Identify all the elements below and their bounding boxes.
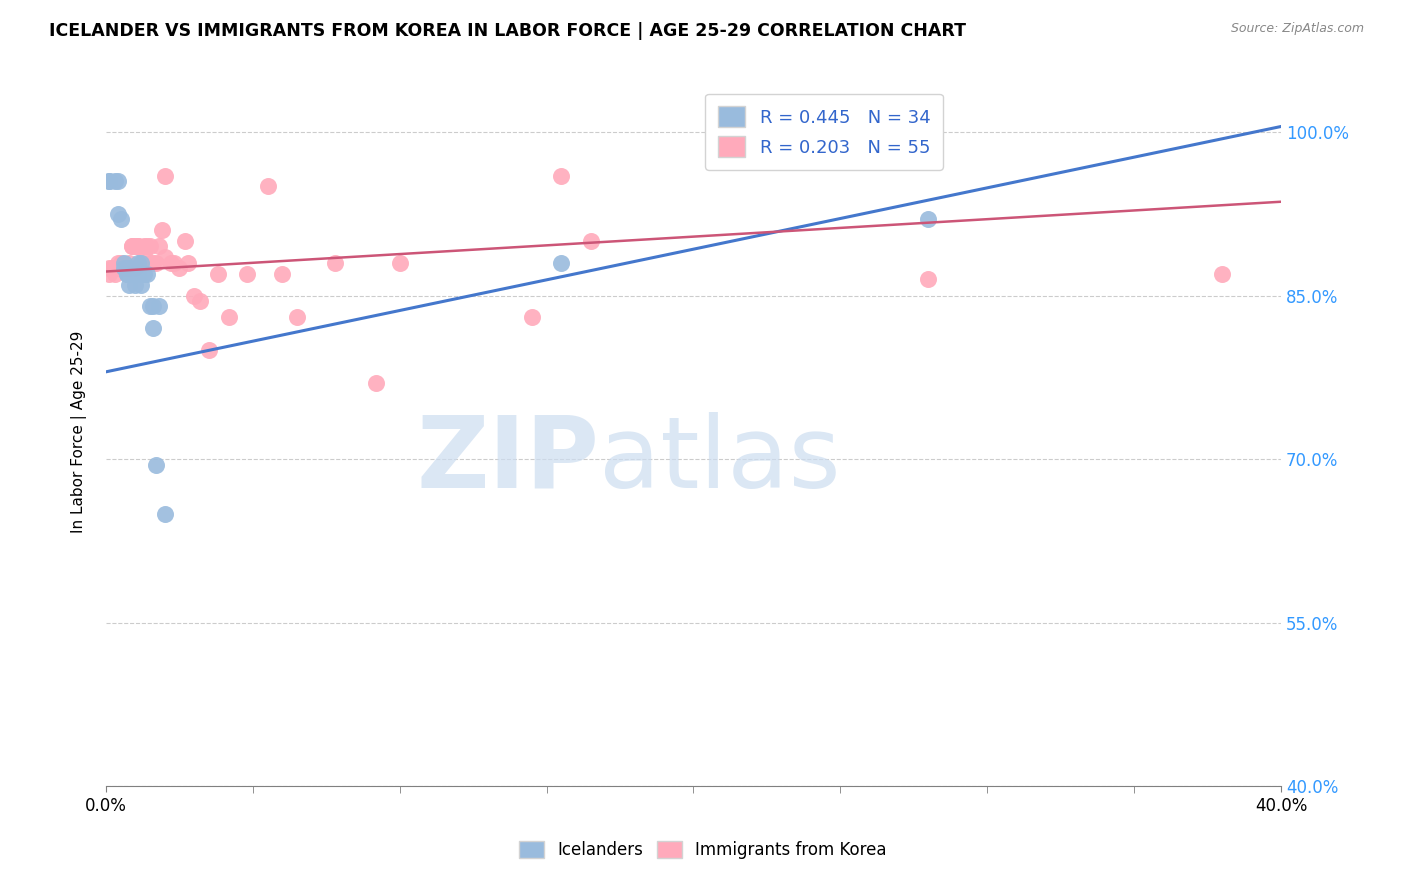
Point [121,239,143,253]
Text: atlas: atlas [599,411,841,508]
Point [118,261,141,276]
Point [118,277,141,292]
Point [159,256,181,270]
Point [129,277,152,292]
Point [917,212,939,227]
Point [183,288,205,302]
Point [134,267,156,281]
Y-axis label: In Labor Force | Age 25-29: In Labor Force | Age 25-29 [72,331,87,533]
Point [1211,267,1233,281]
Point [153,507,176,521]
Legend: R = 0.445   N = 34, R = 0.203   N = 55: R = 0.445 N = 34, R = 0.203 N = 55 [706,94,943,169]
Point [323,256,346,270]
Point [110,212,132,227]
Point [118,261,141,276]
Point [162,256,184,270]
Point [115,267,138,281]
Point [97,267,120,281]
Point [145,458,167,472]
Point [145,256,167,270]
Point [142,256,165,270]
Point [550,169,572,183]
Legend: Icelanders, Immigrants from Korea: Icelanders, Immigrants from Korea [513,834,893,866]
Point [198,343,221,357]
Point [153,169,176,183]
Point [115,267,138,281]
Text: ICELANDER VS IMMIGRANTS FROM KOREA IN LABOR FORCE | AGE 25-29 CORRELATION CHART: ICELANDER VS IMMIGRANTS FROM KOREA IN LA… [49,22,966,40]
Point [110,261,132,276]
Text: Source: ZipAtlas.com: Source: ZipAtlas.com [1230,22,1364,36]
Point [110,261,132,276]
Point [124,267,146,281]
Point [127,239,149,253]
Point [285,310,308,325]
Point [520,310,543,325]
Point [121,267,143,281]
Point [174,234,197,248]
Point [107,174,129,188]
Text: ZIP: ZIP [416,411,599,508]
Point [104,174,127,188]
Point [271,267,294,281]
Point [127,239,149,253]
Point [188,293,211,308]
Point [139,239,162,253]
Point [118,267,141,281]
Point [177,256,200,270]
Point [112,261,135,276]
Point [101,261,124,276]
Point [121,239,143,253]
Point [917,272,939,286]
Point [112,256,135,270]
Point [104,267,127,281]
Point [136,267,159,281]
Point [129,256,152,270]
Point [550,256,572,270]
Point [129,256,152,270]
Point [115,261,138,276]
Point [124,261,146,276]
Point [107,207,129,221]
Point [124,239,146,253]
Point [207,267,229,281]
Point [97,174,120,188]
Point [124,277,146,292]
Point [134,244,156,259]
Point [127,267,149,281]
Point [148,239,170,253]
Point [107,261,129,276]
Point [153,250,176,264]
Point [121,267,143,281]
Point [118,261,141,276]
Point [142,321,165,335]
Point [236,267,259,281]
Point [115,261,138,276]
Point [112,261,135,276]
Point [115,261,138,276]
Point [579,234,602,248]
Point [218,310,240,325]
Point [134,239,156,253]
Point [142,300,165,314]
Point [97,261,120,276]
Point [148,300,170,314]
Point [118,256,141,270]
Point [127,256,149,270]
Point [169,261,191,276]
Point [256,179,278,194]
Point [97,174,120,188]
Point [150,223,173,237]
Point [139,256,162,270]
Point [388,256,411,270]
Point [124,261,146,276]
Point [366,376,388,390]
Point [110,256,132,270]
Point [136,239,159,253]
Point [107,256,129,270]
Point [118,261,141,276]
Point [139,300,162,314]
